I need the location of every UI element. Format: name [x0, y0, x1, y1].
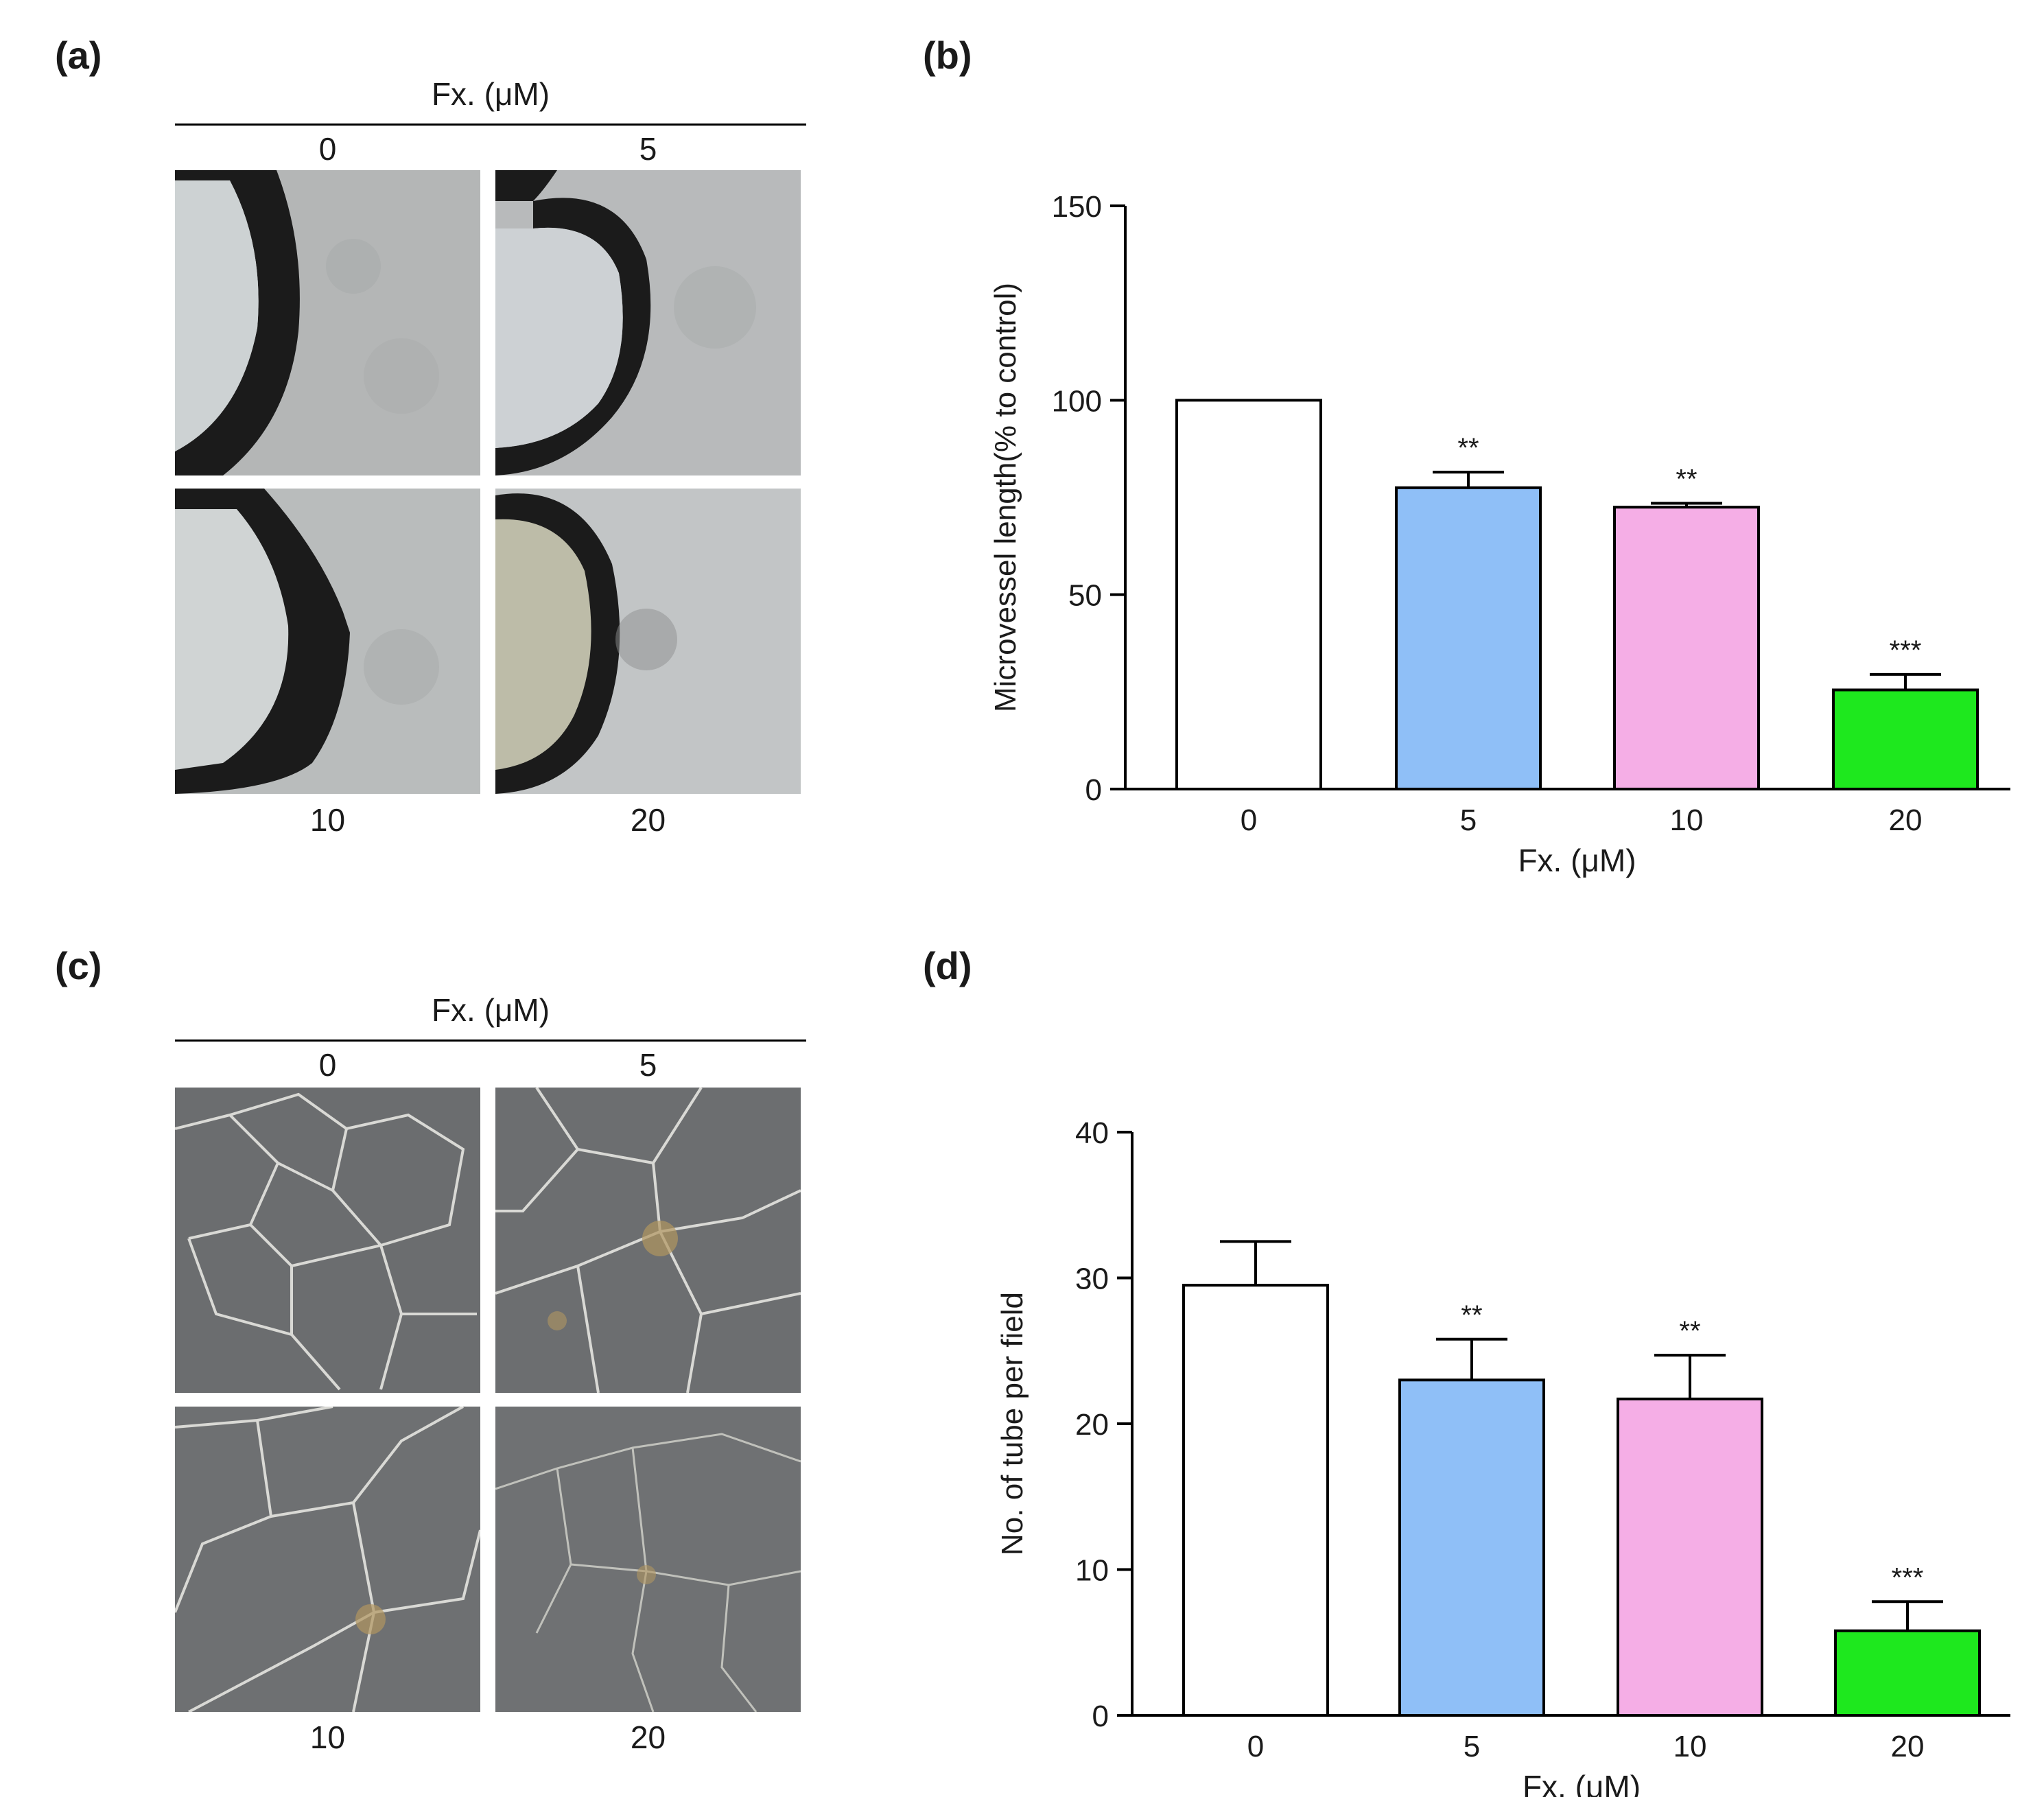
chart-d-bar-5	[1398, 1378, 1545, 1717]
chart-b-x-tick-label: 5	[1460, 803, 1477, 837]
panel-a-photo-dose-0	[175, 170, 480, 475]
chart-d-x-tick-label: 20	[1891, 1730, 1925, 1763]
panel-c-label: (c)	[55, 944, 102, 987]
chart-b-y-tick-label: 100	[1052, 384, 1102, 418]
chart-d-significance-10: **	[1679, 1316, 1700, 1346]
panel-a-photo-dose-5	[495, 170, 801, 475]
chart-d-x-tick-label: 10	[1673, 1730, 1707, 1763]
panel-a-header: Fx. (μM)	[431, 76, 550, 112]
chart-b-bar-20	[1832, 688, 1979, 790]
chart-b-y-tick-label: 50	[1068, 579, 1102, 613]
chart-d-significance-5: **	[1461, 1300, 1482, 1330]
chart-d-y-tick-label: 20	[1075, 1408, 1109, 1442]
panel-d-bar-chart: 0 10 20 30 40 No. of tube per field 0 ** 5 ** 10 **…	[996, 1116, 2010, 1797]
chart-b-significance-20: ***	[1890, 635, 1922, 666]
panel-a-label-dose-10: 10	[309, 802, 346, 838]
chart-b-significance-10: **	[1676, 465, 1697, 495]
chart-b-bar-0	[1175, 399, 1322, 791]
chart-b-x-tick-label: 0	[1241, 803, 1257, 837]
chart-d-x-tick-label: 5	[1464, 1730, 1480, 1763]
chart-b-x-tick-label: 10	[1670, 803, 1704, 837]
chart-b-bar-10	[1613, 506, 1760, 790]
panel-a-photo-dose-20	[495, 489, 801, 794]
panel-c-photo-dose-20	[495, 1407, 801, 1712]
panel-b-label: (b)	[923, 34, 972, 77]
chart-d-x-axis-label: Fx. (μM)	[1523, 1769, 1641, 1797]
panel-d-label: (d)	[923, 944, 972, 987]
chart-b-x-tick-label: 20	[1889, 803, 1923, 837]
chart-d-y-tick-label: 30	[1075, 1262, 1109, 1296]
chart-d-y-axis-label: No. of tube per field	[996, 1292, 1029, 1555]
panel-c-header-rule	[175, 1040, 806, 1042]
panel-a-label-dose-0: 0	[318, 131, 337, 167]
panel-c-label-dose-0: 0	[318, 1047, 337, 1083]
panel-c-label-dose-10: 10	[309, 1719, 346, 1755]
chart-b-y-axis-label: Microvessel length(% to control)	[989, 283, 1022, 712]
panel-a-label-dose-5: 5	[639, 131, 657, 167]
chart-d-x-tick-label: 0	[1247, 1730, 1264, 1763]
panel-c-label-dose-5: 5	[639, 1047, 657, 1083]
chart-d-significance-20: ***	[1892, 1562, 1924, 1593]
chart-d-bar-20	[1834, 1629, 1981, 1717]
chart-d-y-tick-label: 0	[1092, 1700, 1109, 1733]
panel-a-label: (a)	[55, 34, 102, 77]
chart-b-bar-5	[1395, 486, 1542, 790]
chart-b-significance-5: **	[1457, 433, 1479, 463]
chart-b-x-axis-label: Fx. (μM)	[1518, 843, 1636, 878]
chart-d-y-tick-label: 40	[1075, 1116, 1109, 1150]
panel-c-photo-dose-10	[175, 1407, 480, 1712]
chart-b-y-tick-label: 150	[1052, 190, 1102, 224]
chart-d-bar-10	[1617, 1397, 1763, 1717]
panel-a-photo-dose-10	[175, 489, 480, 794]
chart-b-y-tick-label: 0	[1085, 773, 1102, 807]
chart-d-y-tick-label: 10	[1075, 1554, 1109, 1588]
panel-a-label-dose-20: 20	[630, 802, 666, 838]
panel-c-photo-dose-5	[495, 1088, 801, 1393]
chart-d-bar-0	[1182, 1284, 1329, 1717]
panel-c-label-dose-20: 20	[630, 1719, 666, 1755]
panel-c-photo-dose-0	[175, 1088, 480, 1393]
panel-a-header-rule	[175, 124, 806, 126]
panel-c-header: Fx. (μM)	[431, 992, 550, 1028]
